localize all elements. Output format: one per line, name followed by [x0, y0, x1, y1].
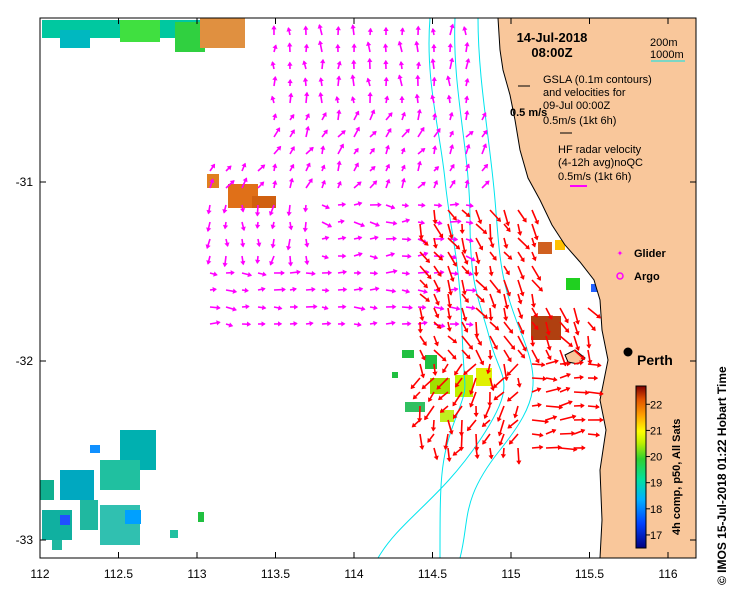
x-tick-label: 116	[658, 567, 677, 581]
colorbar-tick-label: 17	[650, 530, 662, 542]
colorbar-label: 4h comp, p50, All Sats	[671, 419, 683, 535]
gsla-legend-line1: GSLA (0.1m contours)	[543, 74, 652, 86]
gsla-legend-date: 09-Jul 00:00Z	[543, 100, 611, 112]
x-tick-label: 113.5	[261, 567, 290, 581]
perth-marker	[624, 348, 633, 357]
hf-legend-line2: (4-12h avg)noQC	[558, 157, 643, 169]
x-tick-label: 112.5	[104, 567, 133, 581]
x-tick-label: 113	[187, 567, 206, 581]
colorbar-tick-label: 20	[650, 452, 662, 464]
credit-text: © IMOS 15-Jul-2018 01:22 Hobart Time	[715, 366, 729, 585]
x-tick-label: 115	[501, 567, 520, 581]
gsla-legend-line2: and velocities for	[543, 87, 626, 99]
y-tick-label: -32	[16, 354, 34, 368]
gsla-scale-label: 0.5 m/s	[510, 107, 547, 119]
x-tick-label: 112	[30, 567, 49, 581]
x-tick-label: 114.5	[418, 567, 447, 581]
perth-label: Perth	[637, 352, 673, 368]
hf-scale-text: 0.5m/s (1kt 6h)	[558, 171, 631, 183]
x-tick-label: 115.5	[575, 567, 604, 581]
colorbar	[636, 386, 646, 548]
y-tick-label: -33	[16, 533, 34, 547]
glider-label: Glider	[634, 248, 667, 260]
date-label: 14-Jul-2018	[517, 30, 588, 45]
time-label: 08:00Z	[531, 45, 572, 60]
argo-label: Argo	[634, 271, 660, 283]
glider-icon: ✦	[617, 249, 624, 258]
colorbar-tick-label: 19	[650, 478, 662, 490]
x-tick-label: 114	[344, 567, 363, 581]
gsla-scale-text: 0.5m/s (1kt 6h)	[543, 115, 616, 127]
colorbar-tick-label: 21	[650, 425, 662, 437]
y-tick-label: -31	[16, 175, 34, 189]
colorbar-tick-label: 18	[650, 504, 662, 516]
hf-legend-line1: HF radar velocity	[558, 144, 642, 156]
depth-200-label: 200m	[650, 37, 678, 49]
colorbar-tick-label: 22	[650, 399, 662, 411]
depth-1000-label: 1000m	[650, 49, 684, 61]
